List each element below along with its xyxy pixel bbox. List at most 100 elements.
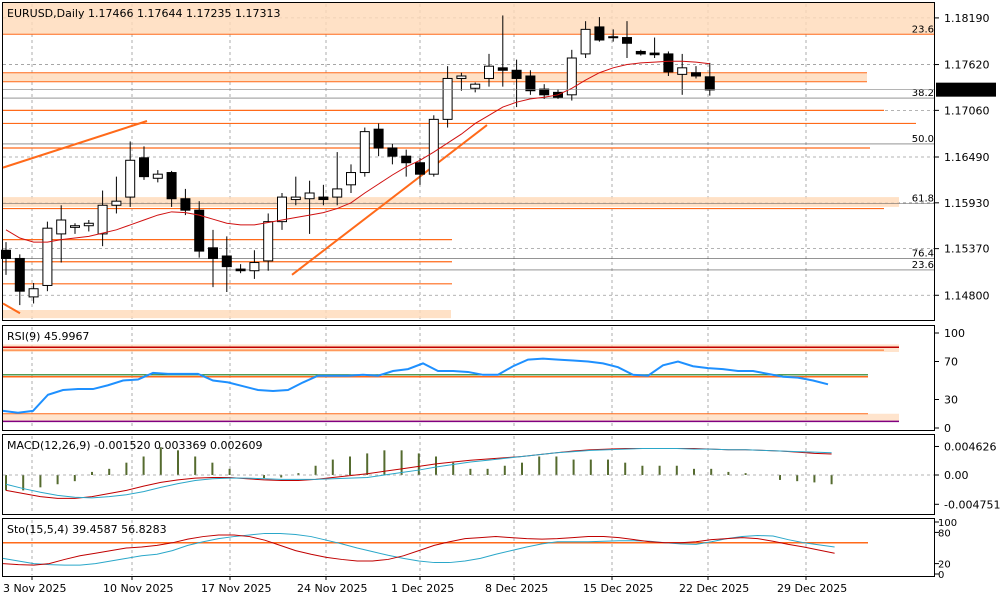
- rsi-band-low: [3, 413, 899, 422]
- candle-bullish: [346, 172, 356, 186]
- trend-line-rising: [291, 124, 488, 276]
- price-tick-label: 1.17620: [944, 59, 990, 72]
- candle-bullish: [470, 83, 481, 89]
- rsi-band-high: [3, 344, 899, 352]
- chart-ohlc: 1.17466 1.17644 1.17235 1.17313: [88, 7, 280, 20]
- time-tick-label: 17 Nov 2025: [201, 582, 271, 595]
- candlesticks: [1, 15, 715, 306]
- macd-tick-label: 0.004626: [944, 440, 997, 453]
- candle-bearish: [14, 257, 25, 292]
- trend-line-upper: [2, 120, 148, 169]
- candle-bullish: [152, 173, 163, 179]
- fib-band-middle: [3, 197, 899, 207]
- candle-bullish: [42, 227, 53, 286]
- candle-bearish: [649, 52, 660, 56]
- price-axis: 1.18190 1.17620 1.17060 1.16490 1.15930 1.153…: [3, 12, 996, 302]
- price-tick-label: 1.14800: [944, 289, 990, 302]
- sto-tick-label: 80: [938, 528, 951, 539]
- price-tick-label: 1.16490: [944, 151, 990, 164]
- candle-bearish: [139, 157, 149, 178]
- candle-bearish: [401, 155, 412, 164]
- rsi-tick-label: 0: [944, 422, 951, 435]
- candle-bullish: [97, 204, 108, 235]
- candle-bearish: [525, 75, 536, 92]
- candle-bearish: [539, 88, 550, 96]
- candle-bullish: [677, 67, 688, 75]
- macd-main-line: [5, 447, 832, 499]
- time-tick-label: 8 Dec 2025: [485, 582, 548, 595]
- candle-bullish: [277, 196, 287, 223]
- fib-label: 23.6: [912, 24, 934, 35]
- candle-bearish: [1, 249, 11, 259]
- fib-label: 38.2: [912, 88, 934, 99]
- price-panel-frame: [2, 2, 935, 321]
- candle-bullish: [290, 196, 301, 201]
- candle-bearish: [663, 53, 674, 73]
- macd-tick-label: 0.00: [944, 469, 969, 482]
- candle-bearish: [415, 162, 425, 175]
- candle-bullish: [484, 65, 494, 79]
- candle-bearish: [208, 247, 218, 259]
- time-axis: 3 Nov 2025 10 Nov 2025 17 Nov 2025 24 Nov 2…: [3, 576, 847, 595]
- candle-bearish: [373, 128, 384, 149]
- candle-bearish: [194, 209, 205, 252]
- macd-signal-line: [5, 447, 832, 499]
- rsi-indicator: 100 70 30 0: [2, 327, 965, 435]
- fib-label: 23.6: [912, 260, 934, 271]
- stochastic-title: Sto(15,5,4) 39.4587 56.8283: [7, 523, 167, 536]
- rsi-line: [2, 357, 829, 414]
- candle-bullish: [263, 221, 274, 262]
- candle-bullish: [566, 57, 577, 96]
- sto-tick-label: 0: [938, 570, 944, 581]
- macd-title: MACD(12,26,9) -0.001520 0.003369 0.00260…: [7, 439, 262, 452]
- candle-bearish: [180, 198, 191, 211]
- candle-bullish: [332, 188, 343, 198]
- fibonacci-levels: 23.638.250.061.876.423.6: [3, 3, 934, 319]
- time-tick-label: 29 Dec 2025: [777, 582, 847, 595]
- candle-bearish: [691, 72, 701, 77]
- macd-tick-label: -0.004751: [944, 498, 1000, 511]
- fib-label: 50.0: [912, 134, 934, 145]
- fib-band-top: [3, 3, 934, 35]
- candle-bullish: [442, 77, 453, 120]
- rsi-title: RSI(9) 45.9967: [7, 330, 89, 343]
- macd-indicator: 0.004626 0.00 -0.004751: [3, 440, 1000, 511]
- candle-bullish: [304, 192, 315, 200]
- candle-bearish: [511, 69, 522, 79]
- current-price-label: 1.17313: [944, 84, 990, 97]
- time-tick-label: 24 Nov 2025: [297, 582, 367, 595]
- rsi-panel-frame: [2, 325, 935, 431]
- candle-bullish: [111, 200, 122, 206]
- time-tick-label: 15 Dec 2025: [583, 582, 653, 595]
- sto-tick-label: 100: [938, 518, 957, 529]
- candle-bullish: [28, 288, 39, 298]
- rsi-tick-label: 70: [944, 356, 958, 369]
- candle-bearish: [387, 147, 398, 157]
- rsi-tick-label: 100: [944, 327, 965, 340]
- current-price-box: [936, 82, 996, 97]
- price-tick-label: 1.15930: [944, 197, 990, 210]
- fib-label: 76.4: [912, 248, 934, 259]
- candle-bearish: [704, 76, 715, 91]
- candle-bullish: [428, 118, 439, 175]
- candle-bullish: [359, 131, 370, 174]
- trend-lines: [2, 120, 488, 315]
- fib-band-bottom: [3, 310, 451, 319]
- sto-tick-label: 20: [938, 560, 951, 571]
- price-tick-label: 1.17060: [944, 104, 990, 117]
- rsi-tick-label: 30: [944, 394, 958, 407]
- candle-bearish: [318, 196, 329, 201]
- stochastic-panel-frame: [2, 518, 935, 577]
- candle-bullish: [70, 225, 80, 228]
- candle-bullish: [83, 222, 94, 227]
- fib-band-upper: [3, 72, 867, 82]
- candle-bullish: [249, 262, 260, 272]
- candle-bullish: [56, 219, 67, 235]
- price-tick-label: 1.15370: [944, 243, 990, 256]
- candle-bearish: [635, 50, 646, 55]
- fib-label: 61.8: [912, 194, 934, 205]
- candle-bullish: [125, 159, 136, 198]
